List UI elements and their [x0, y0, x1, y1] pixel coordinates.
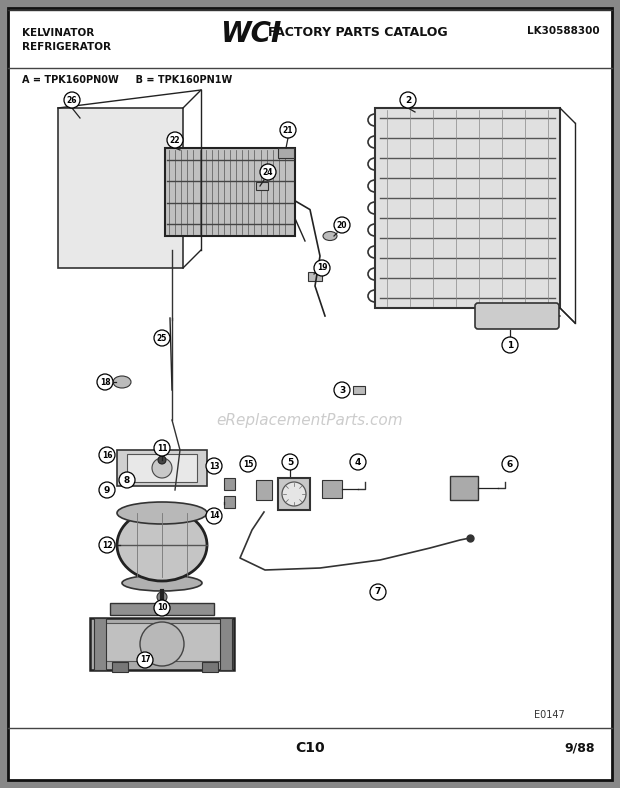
Bar — [256, 182, 268, 190]
Text: 17: 17 — [140, 656, 150, 664]
Circle shape — [99, 482, 115, 498]
Text: 22: 22 — [170, 136, 180, 144]
Text: C10: C10 — [295, 741, 325, 755]
Text: 18: 18 — [100, 377, 110, 386]
Text: 12: 12 — [102, 541, 112, 549]
Bar — [165, 148, 295, 236]
Bar — [224, 496, 235, 508]
Circle shape — [370, 584, 386, 600]
Circle shape — [64, 92, 80, 108]
Circle shape — [502, 337, 518, 353]
Circle shape — [282, 482, 306, 506]
Circle shape — [154, 600, 170, 616]
Text: eReplacementParts.com: eReplacementParts.com — [216, 412, 404, 428]
Text: 7: 7 — [375, 588, 381, 597]
Bar — [375, 108, 560, 308]
Circle shape — [158, 456, 166, 464]
Bar — [224, 478, 235, 490]
Text: 8: 8 — [124, 475, 130, 485]
Circle shape — [99, 447, 115, 463]
Text: 3: 3 — [339, 385, 345, 395]
Text: 5: 5 — [287, 458, 293, 466]
Bar — [278, 478, 310, 510]
FancyBboxPatch shape — [322, 480, 342, 498]
Circle shape — [119, 472, 135, 488]
Circle shape — [502, 456, 518, 472]
Bar — [278, 148, 294, 158]
Circle shape — [334, 217, 350, 233]
Bar — [220, 618, 232, 670]
Bar — [127, 454, 197, 482]
Circle shape — [280, 122, 296, 138]
Circle shape — [157, 592, 167, 602]
Bar — [450, 476, 478, 500]
Ellipse shape — [117, 502, 207, 524]
Text: 13: 13 — [209, 462, 219, 470]
Circle shape — [240, 456, 256, 472]
Text: KELVINATOR: KELVINATOR — [22, 28, 94, 38]
Text: WCI: WCI — [220, 20, 281, 48]
Text: 9/88: 9/88 — [564, 742, 595, 754]
Circle shape — [314, 260, 330, 276]
Text: A = TPK160PN0W     B = TPK160PN1W: A = TPK160PN0W B = TPK160PN1W — [22, 75, 232, 85]
Bar — [353, 386, 365, 394]
Bar — [112, 662, 128, 672]
Text: 10: 10 — [157, 604, 167, 612]
Circle shape — [154, 440, 170, 456]
Text: 21: 21 — [283, 125, 293, 135]
Text: 15: 15 — [243, 459, 253, 469]
Circle shape — [154, 330, 170, 346]
Text: REFRIGERATOR: REFRIGERATOR — [22, 42, 111, 52]
Circle shape — [206, 508, 222, 524]
Circle shape — [260, 164, 276, 180]
Text: 24: 24 — [263, 168, 273, 177]
Bar — [58, 108, 183, 268]
Circle shape — [97, 374, 113, 390]
Text: 1: 1 — [507, 340, 513, 350]
Circle shape — [334, 382, 350, 398]
Text: 11: 11 — [157, 444, 167, 452]
Bar — [90, 618, 234, 670]
Circle shape — [152, 458, 172, 478]
Text: 2: 2 — [405, 95, 411, 105]
Bar — [110, 603, 214, 615]
Bar — [117, 450, 207, 486]
Circle shape — [350, 454, 366, 470]
Circle shape — [137, 652, 153, 668]
Text: 20: 20 — [337, 221, 347, 229]
Text: 16: 16 — [102, 451, 112, 459]
Circle shape — [99, 537, 115, 553]
Bar — [256, 480, 272, 500]
Text: 19: 19 — [317, 263, 327, 273]
Circle shape — [282, 454, 298, 470]
Ellipse shape — [117, 509, 207, 581]
Ellipse shape — [122, 575, 202, 591]
Ellipse shape — [323, 232, 337, 240]
Circle shape — [400, 92, 416, 108]
FancyBboxPatch shape — [475, 303, 559, 329]
Text: E0147: E0147 — [534, 710, 565, 720]
Text: 4: 4 — [355, 458, 361, 466]
Bar — [94, 618, 106, 670]
Text: 25: 25 — [157, 333, 167, 343]
Bar — [308, 272, 322, 281]
Text: 26: 26 — [67, 95, 78, 105]
Text: LK30588300: LK30588300 — [528, 26, 600, 36]
Text: FACTORY PARTS CATALOG: FACTORY PARTS CATALOG — [268, 26, 448, 39]
Ellipse shape — [113, 376, 131, 388]
Text: 9: 9 — [104, 485, 110, 495]
Bar — [202, 662, 218, 672]
Circle shape — [140, 622, 184, 666]
Text: 14: 14 — [209, 511, 219, 521]
Text: 6: 6 — [507, 459, 513, 469]
Circle shape — [206, 458, 222, 474]
Circle shape — [167, 132, 183, 148]
Bar — [100, 623, 224, 661]
